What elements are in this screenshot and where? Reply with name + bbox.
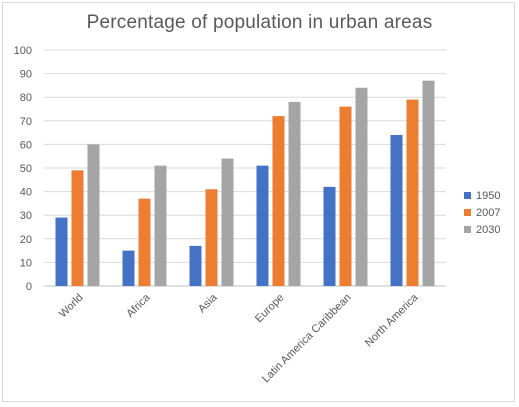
x-category-label: Asia bbox=[196, 291, 220, 315]
legend-label-2007: 2007 bbox=[476, 207, 500, 219]
bar-2030-asia bbox=[221, 158, 234, 286]
x-category-label: North America bbox=[363, 291, 421, 349]
y-tick-label: 70 bbox=[20, 116, 32, 128]
bar-2030-europe bbox=[288, 101, 301, 286]
bar-1950-europe bbox=[256, 165, 269, 286]
bar-2007-world bbox=[71, 170, 84, 286]
x-category-label: Africa bbox=[124, 291, 153, 320]
bar-1950-north-america bbox=[390, 134, 403, 286]
bar-2030-north-america bbox=[422, 80, 435, 287]
y-tick-label: 30 bbox=[20, 210, 32, 222]
bar-2007-asia bbox=[205, 189, 218, 286]
bars bbox=[55, 80, 435, 287]
legend-swatch-2030 bbox=[464, 226, 471, 233]
legend-label-1950: 1950 bbox=[476, 190, 500, 202]
bar-2030-africa bbox=[154, 165, 167, 286]
y-tick-label: 50 bbox=[20, 163, 32, 175]
y-tick-label: 20 bbox=[20, 234, 32, 246]
chart-title: Percentage of population in urban areas bbox=[86, 12, 433, 33]
bar-2007-europe bbox=[272, 116, 285, 286]
bar-2030-world bbox=[87, 144, 100, 286]
y-tick-label: 0 bbox=[26, 281, 32, 293]
legend-swatch-2007 bbox=[464, 209, 471, 216]
gridlines bbox=[44, 49, 446, 287]
bar-2030-latin-america-caribbean bbox=[355, 87, 368, 286]
y-tick-label: 60 bbox=[20, 139, 32, 151]
legend: 1950 2007 2030 bbox=[464, 190, 500, 236]
y-tick-label: 10 bbox=[20, 257, 32, 269]
bar-1950-latin-america-caribbean bbox=[323, 186, 336, 286]
y-tick-label: 100 bbox=[14, 45, 32, 57]
legend-label-2030: 2030 bbox=[476, 224, 500, 236]
y-tick-label: 40 bbox=[20, 187, 32, 199]
legend-swatch-1950 bbox=[464, 192, 471, 199]
y-tick-label: 80 bbox=[20, 92, 32, 104]
y-axis-ticks: 0 10 20 30 40 50 60 70 80 90 100 bbox=[14, 45, 32, 293]
bar-2007-africa bbox=[138, 198, 151, 286]
bar-2007-north-america bbox=[406, 99, 419, 286]
bar-1950-asia bbox=[189, 245, 202, 286]
bar-1950-africa bbox=[122, 250, 135, 286]
bar-2007-latin-america-caribbean bbox=[339, 106, 352, 286]
x-category-label: Europe bbox=[253, 292, 287, 326]
y-tick-label: 90 bbox=[20, 69, 32, 81]
x-category-label: World bbox=[57, 292, 86, 321]
bar-1950-world bbox=[55, 217, 68, 286]
